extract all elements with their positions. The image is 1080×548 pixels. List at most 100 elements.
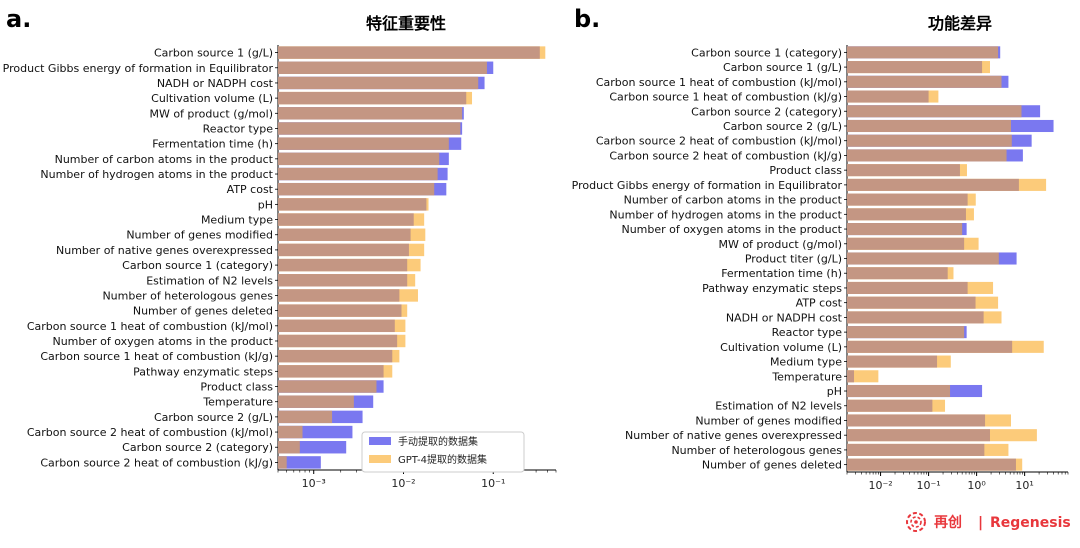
chart-b-category-label: Product titer (g/L) [745, 253, 842, 266]
chart-b-bar-overlap-20 [847, 340, 1013, 353]
chart-b-category-label: Carbon source 1 heat of combustion (kJ/g… [609, 91, 842, 104]
chart-b-category-label: Fermentation time (h) [721, 267, 842, 280]
chart-b-category-label: NADH or NADPH cost [726, 311, 843, 324]
chart-b-bar-overlap-17 [847, 296, 976, 309]
chart-b-category-label: Carbon source 1 (g/L) [723, 61, 842, 74]
brand-separator: | [978, 515, 983, 531]
legend-frame [361, 431, 525, 473]
chart-a-bar-overlap-26 [278, 441, 300, 454]
chart-b-bar-overlap-1 [847, 61, 983, 74]
chart-a-category-label: Product Gibbs energy of formation in Equ… [3, 62, 274, 75]
chart-b-bar-overlap-6 [847, 134, 1012, 147]
chart-b-category-label: Number of genes deleted [702, 459, 842, 472]
feature-difference-chart: Carbon source 1 (category) Carbon source … [572, 45, 1069, 492]
chart-b-bar-overlap-15 [847, 267, 948, 280]
chart-a-category-label: Number of genes deleted [133, 305, 273, 318]
chart-a-bar-overlap-4 [278, 107, 463, 120]
chart-a-bar-overlap-27 [278, 456, 287, 469]
chart-a-x-tick-label: 10⁻² [391, 477, 415, 490]
chart-b-x-tick-label: 10¹ [1015, 479, 1033, 492]
brand-english-name: Regenesis [990, 515, 1071, 531]
chart-a-category-label: Number of carbon atoms in the product [55, 153, 274, 166]
chart-b-bar-overlap-4 [847, 105, 1022, 118]
chart-b-bar-overlap-5 [847, 119, 1011, 133]
legend-swatch-manual [369, 437, 391, 445]
chart-b-bar-overlap-16 [847, 281, 968, 294]
chart-a-bar-overlap-2 [278, 76, 479, 90]
chart-a-bar-overlap-22 [278, 380, 377, 393]
chart-b-bar-overlap-10 [847, 193, 968, 206]
chart-b-category-label: Estimation of N2 levels [715, 400, 842, 413]
chart-b-category-label: pH [827, 385, 842, 398]
chart-a-category-label: Fermentation time (h) [152, 138, 273, 151]
brand-chinese-name: 再创 [934, 514, 962, 531]
chart-b-bar-overlap-22 [847, 370, 855, 383]
panel-b-letter: b. [574, 5, 600, 33]
chart-a-bar-overlap-7 [278, 152, 440, 166]
chart-a-bar-overlap-20 [278, 349, 393, 363]
chart-a-category-label: Product class [200, 381, 273, 394]
chart-a-category-label: Pathway enzymatic steps [133, 365, 273, 378]
chart-b-bar-gpt4-22 [847, 370, 879, 383]
chart-a-category-label: Carbon source 2 heat of combustion (kJ/g… [40, 456, 273, 469]
legend-label-gpt4: GPT-4提取的数据集 [398, 453, 487, 466]
brand-logo: 再创 | Regenesis [906, 512, 1071, 532]
chart-b-bar-overlap-28 [847, 458, 1016, 471]
legend-label-manual: 手动提取的数据集 [398, 435, 478, 448]
chart-a-bar-overlap-14 [278, 258, 408, 272]
chart-a-category-label: Number of genes modified [126, 229, 273, 242]
chart-a-bar-overlap-16 [278, 289, 400, 302]
chart-b-category-label: ATP cost [796, 297, 843, 310]
chart-a-bar-overlap-15 [278, 274, 408, 287]
legend-swatch-gpt4 [369, 455, 391, 463]
chart-a-bar-overlap-1 [278, 61, 487, 74]
chart-legend: 手动提取的数据集 GPT-4提取的数据集 [361, 431, 525, 473]
chart-b-bar-overlap-26 [847, 429, 990, 442]
chart-a-category-label: Medium type [201, 214, 273, 227]
chart-b-bar-overlap-12 [847, 223, 963, 236]
chart-b-bar-overlap-9 [847, 178, 1019, 191]
chart-b-bar-overlap-3 [847, 90, 929, 103]
chart-b-bar-overlap-11 [847, 208, 966, 221]
chart-a-bar-overlap-21 [278, 365, 384, 378]
chart-b-bar-overlap-0 [847, 46, 999, 59]
chart-b-x-tick-label: 10⁰ [967, 479, 986, 492]
chart-b-category-label: Carbon source 1 (category) [691, 46, 842, 59]
chart-a-bar-overlap-10 [278, 198, 427, 211]
chart-b-bar-overlap-27 [847, 443, 985, 456]
chart-b-bar-overlap-23 [847, 384, 951, 398]
chart-b-category-label: Temperature [771, 370, 842, 383]
chart-a-x-tick-label: 10⁻³ [302, 477, 326, 490]
chart-b-category-label: Pathway enzymatic steps [702, 282, 842, 295]
chart-b-bar-overlap-18 [847, 311, 984, 324]
chart-a-category-label: Carbon source 1 heat of combustion (kJ/g… [40, 350, 273, 363]
chart-a-bar-overlap-24 [278, 410, 333, 424]
chart-a-bar-overlap-0 [278, 46, 540, 59]
chart-b-category-label: Number of hydrogen atoms in the product [609, 208, 842, 221]
chart-a-bar-overlap-13 [278, 243, 409, 257]
chart-b-bar-overlap-2 [847, 75, 1002, 88]
chart-a-category-label: Temperature [202, 396, 273, 409]
chart-b-x-tick-label: 10⁻¹ [916, 479, 940, 492]
chart-a-category-label: MW of product (g/mol) [149, 107, 273, 120]
chart-a-category-label: Reactor type [203, 122, 274, 135]
chart-b-bar-overlap-14 [847, 252, 999, 265]
chart-a-bar-overlap-5 [278, 122, 461, 135]
chart-a-bar-manual-27 [278, 456, 321, 469]
chart-b-category-label: Product Gibbs energy of formation in Equ… [572, 179, 843, 192]
chart-a-category-label: Number of hydrogen atoms in the product [40, 168, 273, 181]
chart-b-bar-overlap-24 [847, 399, 933, 412]
chart-b-category-label: Carbon source 1 heat of combustion (kJ/m… [596, 76, 842, 89]
chart-b-category-label: Number of oxygen atoms in the product [621, 223, 842, 236]
panel-a-title: 特征重要性 [366, 14, 446, 33]
chart-a-bar-overlap-9 [278, 182, 435, 196]
chart-a-category-label: Number of oxygen atoms in the product [52, 335, 273, 348]
chart-b-bar-overlap-8 [847, 164, 960, 177]
chart-b-category-label: Product class [769, 164, 842, 177]
chart-a-category-label: Carbon source 2 (category) [122, 441, 273, 454]
chart-a-bar-overlap-17 [278, 304, 402, 317]
panel-a-letter: a. [6, 5, 31, 33]
chart-a-category-label: Carbon source 1 heat of combustion (kJ/m… [27, 320, 273, 333]
chart-b-category-label: Number of heterologous genes [671, 444, 842, 457]
